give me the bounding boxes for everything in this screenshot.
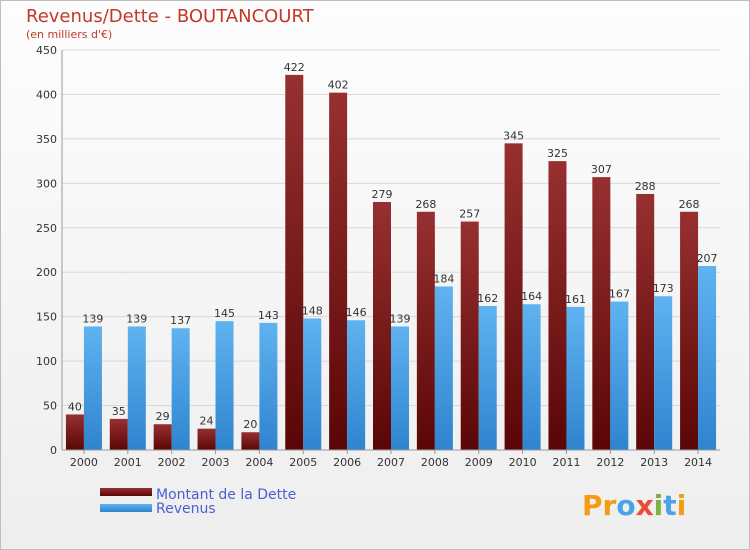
- y-tick-label: 150: [36, 311, 57, 324]
- bar-revenue: [171, 328, 190, 450]
- bar-revenue-value-label: 145: [214, 307, 235, 320]
- bar-revenue-value-label: 162: [477, 292, 498, 305]
- bar-debt: [504, 143, 523, 451]
- legend-label-revenue: Revenus: [156, 501, 216, 517]
- bar-revenue: [654, 296, 673, 450]
- y-tick-label: 0: [50, 444, 57, 457]
- bar-revenue-value-label: 184: [433, 272, 454, 285]
- bar-debt-value-label: 422: [284, 61, 305, 74]
- chart-subtitle: (en milliers d'€): [26, 28, 113, 41]
- bar-debt: [285, 74, 304, 450]
- bar-debt-value-label: 268: [679, 198, 700, 211]
- y-tick-label: 200: [36, 266, 57, 279]
- bar-debt: [373, 202, 391, 450]
- bar-revenue: [698, 266, 717, 450]
- bar-revenue: [303, 318, 322, 450]
- bar-debt-value-label: 288: [635, 180, 656, 193]
- y-tick-label: 400: [36, 88, 57, 101]
- x-tick-label: 2002: [158, 456, 186, 469]
- y-tick-label: 250: [36, 222, 57, 235]
- legend-label-debt: Montant de la Dette: [156, 487, 296, 503]
- y-tick-label: 350: [36, 133, 57, 146]
- bar-revenue: [127, 326, 146, 450]
- bar-revenue-value-label: 139: [126, 312, 147, 325]
- x-tick-label: 2014: [684, 456, 712, 469]
- bar-revenue-value-label: 164: [521, 290, 542, 303]
- x-tick-label: 2008: [421, 456, 449, 469]
- bar-debt: [548, 161, 567, 450]
- bar-revenue-value-label: 143: [258, 309, 279, 322]
- x-tick-label: 2004: [245, 456, 273, 469]
- x-tick-label: 2009: [465, 456, 493, 469]
- bar-debt-value-label: 35: [112, 405, 126, 418]
- bar-debt: [636, 194, 655, 450]
- bar-revenue-value-label: 139: [390, 312, 411, 325]
- bar-revenue-value-label: 146: [346, 306, 367, 319]
- svg-text:Proxiti: Proxiti: [582, 489, 686, 522]
- bar-revenue-value-label: 137: [170, 314, 191, 327]
- bar-debt-value-label: 307: [591, 163, 612, 176]
- bar-debt-value-label: 29: [156, 410, 170, 423]
- bar-debt: [109, 418, 128, 450]
- y-tick-label: 100: [36, 355, 57, 368]
- bar-revenue: [434, 286, 453, 450]
- bar-debt: [241, 432, 260, 450]
- bar-revenue: [259, 322, 278, 450]
- bar-revenue: [478, 306, 497, 450]
- bar-debt-value-label: 24: [200, 415, 214, 428]
- bar-revenue: [215, 321, 234, 450]
- bar-debt-value-label: 40: [68, 400, 82, 413]
- bar-revenue: [347, 320, 366, 450]
- bar-revenue: [391, 326, 409, 450]
- x-tick-label: 2013: [640, 456, 668, 469]
- bar-revenue-value-label: 167: [609, 288, 630, 301]
- bar-debt-value-label: 402: [328, 79, 349, 92]
- bar-revenue: [610, 301, 629, 450]
- bar-debt-value-label: 257: [459, 208, 480, 221]
- bar-debt: [153, 424, 172, 450]
- bar-debt: [592, 177, 611, 450]
- bar-revenue-value-label: 148: [302, 304, 323, 317]
- bar-debt: [460, 221, 479, 450]
- x-tick-label: 2005: [289, 456, 317, 469]
- bar-revenue: [522, 304, 541, 450]
- x-tick-label: 2006: [333, 456, 361, 469]
- bar-debt: [680, 211, 699, 450]
- chart-title: Revenus/Dette - BOUTANCOURT: [26, 6, 314, 27]
- bar-revenue: [83, 326, 102, 450]
- x-tick-label: 2000: [70, 456, 98, 469]
- bar-debt: [65, 414, 84, 450]
- x-tick-label: 2007: [377, 456, 405, 469]
- bar-debt-value-label: 279: [372, 188, 393, 201]
- bar-debt: [197, 428, 216, 450]
- legend-swatch-debt: [100, 488, 152, 496]
- bar-revenue-value-label: 161: [565, 293, 586, 306]
- proxiti-logo: Proxiti: [582, 489, 686, 522]
- bar-debt: [329, 92, 348, 451]
- bar-debt-value-label: 268: [415, 198, 436, 211]
- bar-revenue-value-label: 139: [82, 312, 103, 325]
- x-tick-label: 2011: [552, 456, 580, 469]
- legend-swatch-revenue: [100, 504, 152, 512]
- bar-debt-value-label: 325: [547, 147, 568, 160]
- bar-revenue-value-label: 173: [653, 282, 674, 295]
- y-tick-label: 450: [36, 44, 57, 57]
- y-tick-label: 300: [36, 177, 57, 190]
- bar-revenue: [566, 306, 585, 450]
- bar-debt-value-label: 345: [503, 129, 524, 142]
- x-tick-label: 2001: [114, 456, 142, 469]
- bar-revenue-value-label: 207: [697, 252, 718, 265]
- y-tick-label: 50: [43, 400, 57, 413]
- x-tick-label: 2010: [509, 456, 537, 469]
- x-tick-label: 2003: [202, 456, 230, 469]
- bar-debt: [416, 211, 435, 450]
- bar-debt-value-label: 20: [243, 418, 257, 431]
- x-tick-label: 2012: [596, 456, 624, 469]
